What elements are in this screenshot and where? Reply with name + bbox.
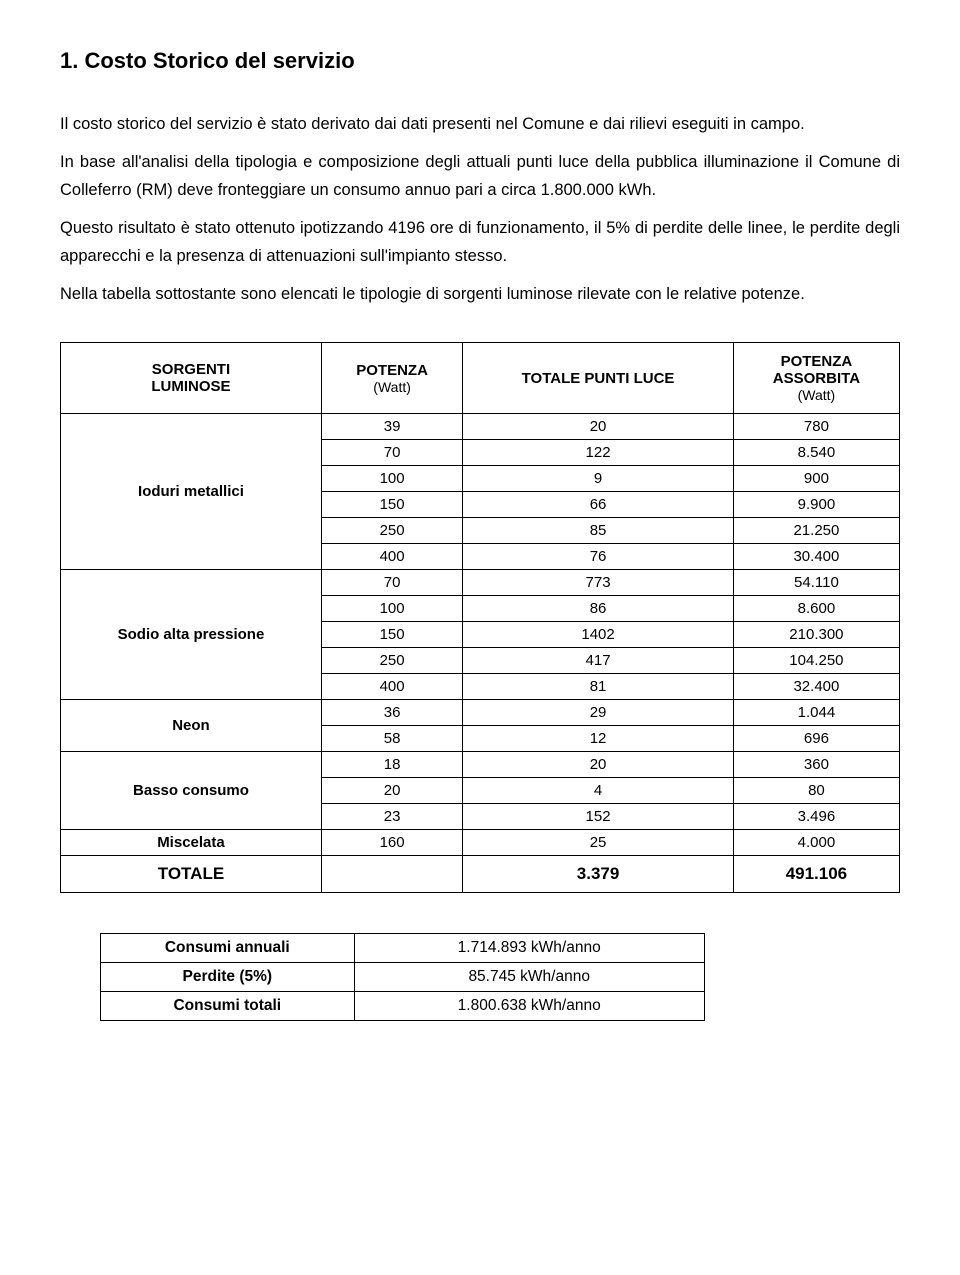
col4-line2: ASSORBITA <box>773 370 860 387</box>
col4-line1: POTENZA <box>781 353 853 370</box>
cell-potenza: 100 <box>321 466 462 492</box>
cell-potenza: 23 <box>321 804 462 830</box>
table-row: Ioduri metallici3920780 <box>61 414 900 440</box>
summary-row: Perdite (5%)85.745 kWh/anno <box>101 963 705 992</box>
cell-potenza: 100 <box>321 596 462 622</box>
cell-punti: 1402 <box>463 622 734 648</box>
cell-potenza: 160 <box>321 830 462 856</box>
cell-assorbita: 80 <box>733 778 899 804</box>
cell-assorbita: 104.250 <box>733 648 899 674</box>
col-header-sorgenti: SORGENTI LUMINOSE <box>61 343 322 414</box>
table-row: Sodio alta pressione7077354.110 <box>61 570 900 596</box>
summary-value: 1.800.638 kWh/anno <box>354 992 704 1021</box>
cell-potenza: 70 <box>321 440 462 466</box>
cell-potenza: 36 <box>321 700 462 726</box>
main-table-body: Ioduri metallici3920780701228.5401009900… <box>61 414 900 893</box>
cell-assorbita: 900 <box>733 466 899 492</box>
cell-assorbita: 9.900 <box>733 492 899 518</box>
paragraph-1: Il costo storico del servizio è stato de… <box>60 110 900 138</box>
summary-row: Consumi totali1.800.638 kWh/anno <box>101 992 705 1021</box>
table-row-total: TOTALE 3.379491.106 <box>61 856 900 893</box>
cell-assorbita: 30.400 <box>733 544 899 570</box>
cell-potenza: 250 <box>321 518 462 544</box>
cell-potenza: 39 <box>321 414 462 440</box>
group-label-neon: Neon <box>61 700 322 752</box>
cell-potenza: 150 <box>321 622 462 648</box>
cell-assorbita: 4.000 <box>733 830 899 856</box>
paragraph-3: Questo risultato è stato ottenuto ipotiz… <box>60 214 900 270</box>
group-label-ioduri-metallici: Ioduri metallici <box>61 414 322 570</box>
total-punti: 3.379 <box>463 856 734 893</box>
total-label: TOTALE <box>61 856 322 893</box>
cell-potenza: 250 <box>321 648 462 674</box>
cell-punti: 25 <box>463 830 734 856</box>
cell-assorbita: 1.044 <box>733 700 899 726</box>
summary-label: Consumi annuali <box>101 934 355 963</box>
cell-assorbita: 32.400 <box>733 674 899 700</box>
group-label-miscelata: Miscelata <box>61 830 322 856</box>
group-label-basso-consumo: Basso consumo <box>61 752 322 830</box>
sorgenti-luminose-table: SORGENTI LUMINOSE POTENZA (Watt) TOTALE … <box>60 342 900 893</box>
cell-punti: 86 <box>463 596 734 622</box>
col-header-potenza: POTENZA (Watt) <box>321 343 462 414</box>
col-header-assorbita: POTENZA ASSORBITA (Watt) <box>733 343 899 414</box>
cell-assorbita: 3.496 <box>733 804 899 830</box>
col2-line1: POTENZA <box>356 362 428 379</box>
cell-punti: 20 <box>463 752 734 778</box>
cell-punti: 76 <box>463 544 734 570</box>
total-assorbita: 491.106 <box>733 856 899 893</box>
col1-line1: SORGENTI <box>152 361 230 378</box>
cell-punti: 12 <box>463 726 734 752</box>
col-header-totale-punti: TOTALE PUNTI LUCE <box>463 343 734 414</box>
cell-punti: 152 <box>463 804 734 830</box>
cell-potenza: 20 <box>321 778 462 804</box>
cell-punti: 4 <box>463 778 734 804</box>
summary-label: Perdite (5%) <box>101 963 355 992</box>
paragraph-2: In base all'analisi della tipologia e co… <box>60 148 900 204</box>
table-row: Neon36291.044 <box>61 700 900 726</box>
cell-assorbita: 210.300 <box>733 622 899 648</box>
cell-potenza: 150 <box>321 492 462 518</box>
cell-potenza: 70 <box>321 570 462 596</box>
table-row: Miscelata160254.000 <box>61 830 900 856</box>
cell-punti: 773 <box>463 570 734 596</box>
cell-punti: 85 <box>463 518 734 544</box>
cell-assorbita: 780 <box>733 414 899 440</box>
cell-assorbita: 696 <box>733 726 899 752</box>
table-row: Basso consumo1820360 <box>61 752 900 778</box>
col4-sub: (Watt) <box>742 387 891 403</box>
summary-row: Consumi annuali1.714.893 kWh/anno <box>101 934 705 963</box>
consumi-summary-table: Consumi annuali1.714.893 kWh/annoPerdite… <box>100 933 705 1021</box>
page-title: 1. Costo Storico del servizio <box>60 48 900 74</box>
summary-label: Consumi totali <box>101 992 355 1021</box>
cell-punti: 29 <box>463 700 734 726</box>
col1-line2: LUMINOSE <box>151 378 230 395</box>
summary-value: 85.745 kWh/anno <box>354 963 704 992</box>
total-empty <box>321 856 462 893</box>
summary-table-body: Consumi annuali1.714.893 kWh/annoPerdite… <box>101 934 705 1021</box>
cell-assorbita: 54.110 <box>733 570 899 596</box>
col2-sub: (Watt) <box>330 379 454 395</box>
cell-assorbita: 360 <box>733 752 899 778</box>
cell-punti: 81 <box>463 674 734 700</box>
cell-punti: 9 <box>463 466 734 492</box>
paragraph-4: Nella tabella sottostante sono elencati … <box>60 280 900 308</box>
cell-potenza: 18 <box>321 752 462 778</box>
cell-assorbita: 8.540 <box>733 440 899 466</box>
cell-punti: 122 <box>463 440 734 466</box>
intro-paragraphs: Il costo storico del servizio è stato de… <box>60 110 900 308</box>
cell-punti: 417 <box>463 648 734 674</box>
cell-potenza: 400 <box>321 674 462 700</box>
cell-potenza: 400 <box>321 544 462 570</box>
cell-assorbita: 8.600 <box>733 596 899 622</box>
group-label-sodio-alta-pressione: Sodio alta pressione <box>61 570 322 700</box>
summary-value: 1.714.893 kWh/anno <box>354 934 704 963</box>
cell-potenza: 58 <box>321 726 462 752</box>
cell-punti: 20 <box>463 414 734 440</box>
cell-punti: 66 <box>463 492 734 518</box>
cell-assorbita: 21.250 <box>733 518 899 544</box>
